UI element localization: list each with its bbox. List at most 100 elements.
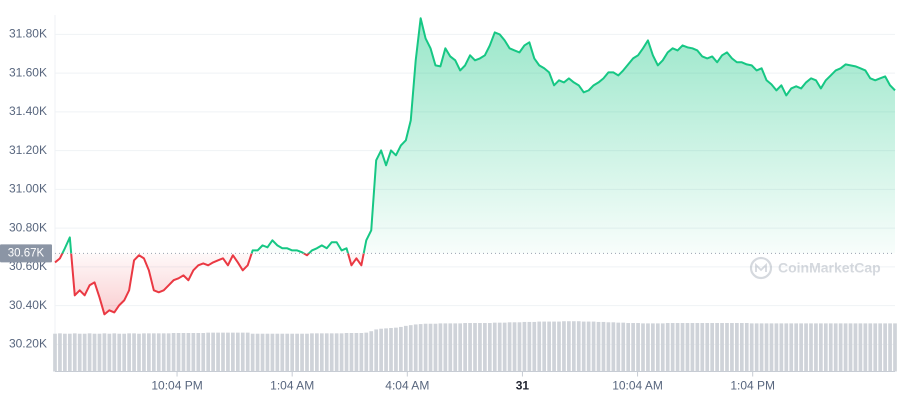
volume-bar xyxy=(423,323,428,372)
volume-bar xyxy=(443,323,448,372)
volume-bar xyxy=(646,323,650,372)
volume-bar xyxy=(700,323,705,372)
volume-bar xyxy=(779,323,784,372)
volume-bar xyxy=(315,333,319,372)
volume-bar xyxy=(275,333,280,372)
volume-bar xyxy=(231,332,235,372)
volume-bar xyxy=(720,323,724,372)
volume-bar xyxy=(641,323,645,372)
volume-bar xyxy=(408,325,413,372)
volume-bar xyxy=(651,323,655,372)
volume-bar xyxy=(749,323,754,372)
volume-bar xyxy=(176,332,181,372)
volume-bar xyxy=(255,333,260,372)
volume-bar xyxy=(636,323,640,372)
volume-bar xyxy=(804,323,808,372)
volume-bar xyxy=(873,323,878,372)
volume-bar xyxy=(695,323,700,372)
volume-bar xyxy=(690,323,695,372)
volume-bar xyxy=(399,326,403,372)
volume-bar xyxy=(888,323,892,372)
volume-bar xyxy=(285,333,290,372)
volume-bar xyxy=(769,323,774,372)
volume-bar xyxy=(492,322,497,372)
volume-bar xyxy=(567,321,571,372)
volume-bar xyxy=(310,333,314,372)
y-tick-label: 31.00K xyxy=(9,182,47,196)
volume-bar xyxy=(814,323,818,372)
volume-bar xyxy=(838,323,843,372)
volume-bar xyxy=(626,323,631,372)
volume-bar xyxy=(868,323,873,372)
volume-bar xyxy=(127,333,131,372)
volume-bar xyxy=(705,323,710,372)
volume-bar xyxy=(537,321,542,372)
volume-bar xyxy=(754,323,759,372)
volume-bar xyxy=(151,333,156,372)
volume-bar xyxy=(596,321,601,372)
y-tick-label: 30.40K xyxy=(9,298,47,312)
volume-bar xyxy=(186,332,191,372)
volume-bar xyxy=(591,321,596,372)
volume-bar xyxy=(893,323,897,372)
volume-bar xyxy=(102,333,107,372)
volume-bar xyxy=(156,333,161,372)
volume-bar xyxy=(828,323,833,372)
volume-bar xyxy=(92,333,97,372)
volume-bar xyxy=(354,332,359,372)
x-tick-label: 10:04 PM xyxy=(151,379,202,393)
volume-bar xyxy=(369,331,374,372)
volume-bar xyxy=(527,321,532,372)
volume-bar xyxy=(389,328,393,372)
volume-bar xyxy=(522,321,527,372)
volume-bar xyxy=(532,321,537,372)
volume-bar xyxy=(557,321,561,372)
volume-bar xyxy=(616,322,621,372)
volume-bar xyxy=(413,324,418,372)
volume-bar xyxy=(300,333,304,372)
volume-bar xyxy=(547,321,551,372)
volume-bar xyxy=(670,323,675,372)
volume-bar xyxy=(463,323,467,372)
volume-bar xyxy=(458,323,463,372)
volume-bar xyxy=(67,333,72,372)
volume-bar xyxy=(132,333,136,372)
volume-bar xyxy=(784,323,789,372)
price-line xyxy=(54,17,896,316)
x-tick-label: 31 xyxy=(516,379,530,393)
volume-bar xyxy=(571,321,576,372)
volume-bar xyxy=(473,323,477,372)
volume-bar xyxy=(359,332,364,372)
volume-bar xyxy=(883,323,887,372)
volume-bar xyxy=(72,333,77,372)
y-tick-label: 30.60K xyxy=(9,259,47,273)
volume-bar xyxy=(161,333,166,372)
volume-bar xyxy=(863,323,868,372)
volume-bar xyxy=(171,332,176,372)
volume-bar xyxy=(260,333,265,372)
volume-bar xyxy=(606,322,611,372)
volume-bar xyxy=(166,333,171,372)
volume-bar xyxy=(621,322,626,372)
volume-bar xyxy=(611,322,616,372)
volume-bar xyxy=(848,323,853,372)
volume-bar xyxy=(107,333,112,372)
volume-bar xyxy=(759,323,764,372)
volume-bar xyxy=(384,328,388,372)
volume-bar xyxy=(878,323,883,372)
y-tick-label: 31.80K xyxy=(9,27,47,41)
baseline-label: 30.67K xyxy=(8,247,45,259)
volume-bar xyxy=(730,323,734,372)
volume-bar xyxy=(735,323,739,372)
volume-bar xyxy=(77,333,82,372)
volume-bar xyxy=(823,323,828,372)
volume-bar xyxy=(809,323,813,372)
volume-bar xyxy=(715,323,719,372)
volume-bar xyxy=(191,332,196,372)
volume-bar xyxy=(418,324,423,372)
volume-bar xyxy=(87,333,92,372)
volume-bar xyxy=(196,332,201,372)
y-tick-label: 31.20K xyxy=(9,143,47,157)
volume-bar xyxy=(799,323,803,372)
